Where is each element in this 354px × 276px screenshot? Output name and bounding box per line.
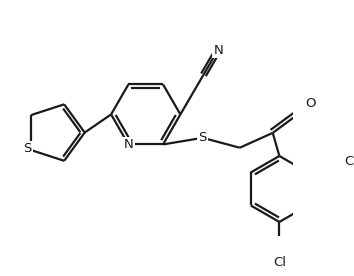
Text: S: S xyxy=(199,131,207,144)
Text: N: N xyxy=(213,44,223,57)
Text: N: N xyxy=(124,138,133,151)
Text: S: S xyxy=(23,142,32,155)
Text: Cl: Cl xyxy=(344,155,354,168)
Text: O: O xyxy=(306,97,316,110)
Text: Cl: Cl xyxy=(273,256,286,269)
